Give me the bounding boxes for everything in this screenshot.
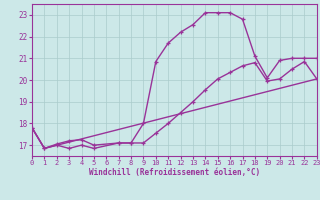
X-axis label: Windchill (Refroidissement éolien,°C): Windchill (Refroidissement éolien,°C) [89,168,260,177]
